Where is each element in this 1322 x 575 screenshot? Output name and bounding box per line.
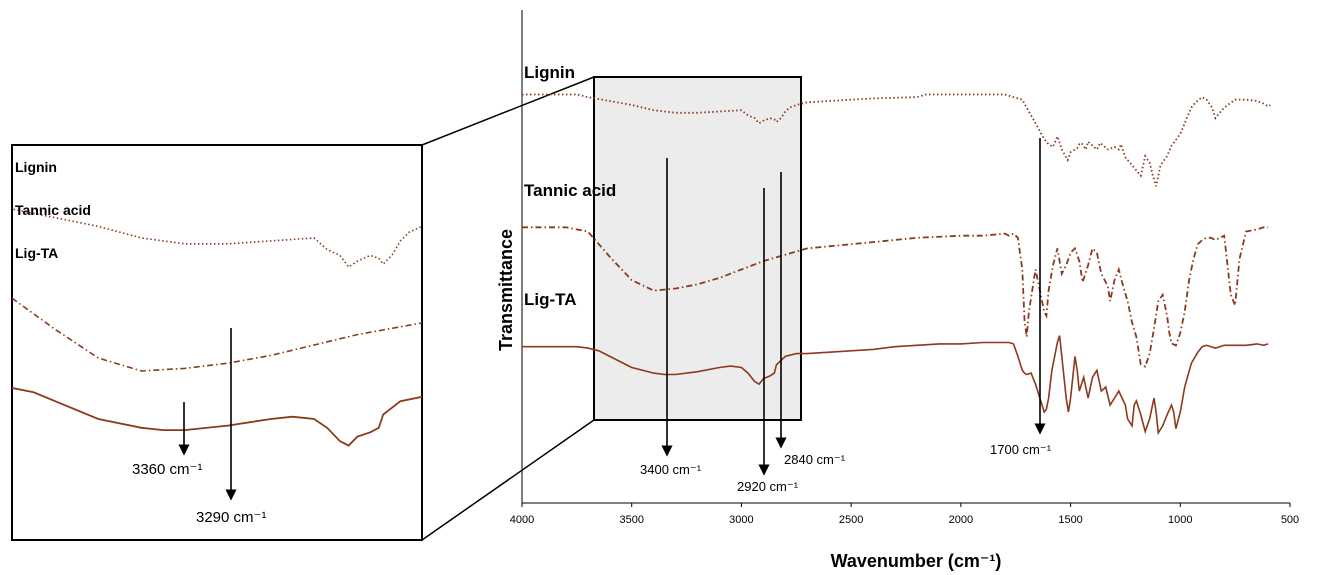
legend-label-lignin: Lignin — [524, 63, 575, 82]
annotation-2840: 2840 cm⁻¹ — [784, 452, 846, 467]
x-tick-label: 3500 — [619, 514, 643, 526]
x-tick-label: 1000 — [1168, 514, 1192, 526]
inset-label-lignin: Lignin — [15, 159, 57, 175]
legend-label-lig-ta: Lig-TA — [524, 290, 577, 309]
annotation-3400: 3400 cm⁻¹ — [640, 462, 702, 477]
connector-top — [422, 77, 594, 145]
legend-label-tannic-acid: Tannic acid — [524, 181, 616, 200]
annotation-1700: 1700 cm⁻¹ — [990, 442, 1052, 457]
inset-label-tannic-acid: Tannic acid — [15, 202, 91, 218]
x-tick-label: 1500 — [1058, 514, 1082, 526]
x-tick-label: 500 — [1281, 514, 1299, 526]
y-axis-title: Transmittance — [496, 229, 516, 351]
annotation-3290: 3290 cm⁻¹ — [196, 509, 266, 526]
x-tick-label: 4000 — [510, 514, 534, 526]
annotation-3360: 3360 cm⁻¹ — [132, 461, 202, 478]
annotation-2920: 2920 cm⁻¹ — [737, 479, 799, 494]
connector-bottom — [422, 420, 594, 540]
x-tick-label: 3000 — [729, 514, 753, 526]
x-tick-label: 2500 — [839, 514, 863, 526]
x-axis-title: Wavenumber (cm⁻¹) — [831, 551, 1002, 571]
x-tick-label: 2000 — [949, 514, 973, 526]
zoom-region — [594, 77, 801, 420]
x-tick-labels: 4000 3500 3000 2500 2000 1500 1000 500 — [510, 503, 1299, 526]
inset-label-lig-ta: Lig-TA — [15, 245, 58, 261]
